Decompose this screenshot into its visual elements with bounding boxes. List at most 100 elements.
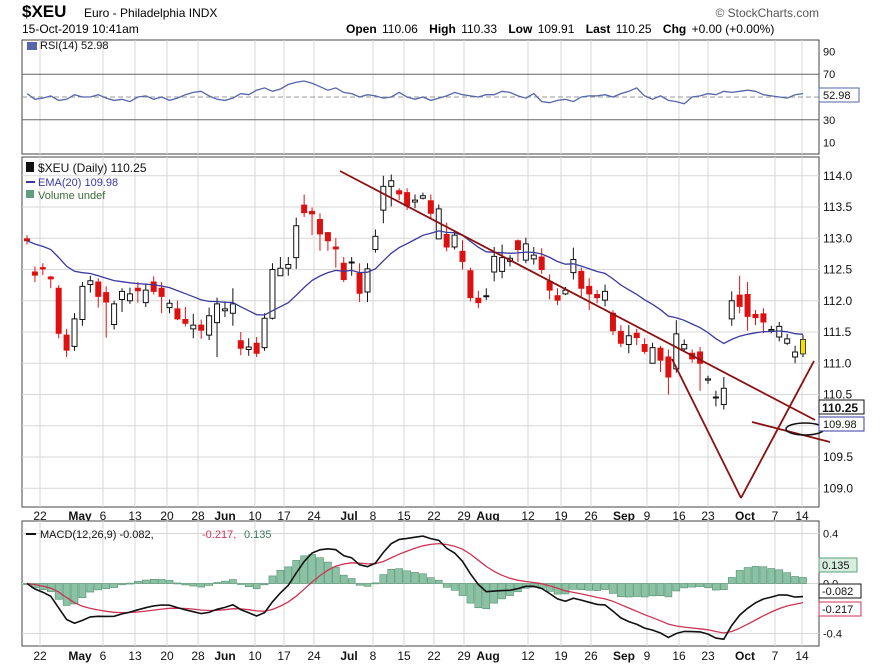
last-price-label: 110.25 <box>822 401 858 415</box>
macd-histogram-bar <box>419 573 427 584</box>
macd-histogram-bar <box>284 566 293 584</box>
macd-x-tick-label: 29 <box>457 649 471 663</box>
high-label: High <box>429 22 456 36</box>
macd-histogram-bar <box>102 583 110 589</box>
candle-body <box>47 276 54 280</box>
macd-legend-hist: 0.135 <box>244 529 272 541</box>
macd-histogram-bar <box>656 583 665 597</box>
price-x-tick-label: 16 <box>672 509 686 523</box>
macd-histogram-bar <box>62 583 71 606</box>
rsi-legend-swatch <box>27 42 37 50</box>
rsi-legend: RSI(14) 52.98 <box>40 40 108 52</box>
candle-body <box>665 356 672 378</box>
candle-body <box>245 346 252 350</box>
macd-histogram-bar <box>118 583 126 586</box>
macd-histogram-bar <box>411 572 419 584</box>
macd-histogram-bar <box>252 583 261 589</box>
macd-histogram-bar <box>260 583 269 586</box>
macd-histogram-bar <box>324 561 332 584</box>
rsi-y-tick-label: 90 <box>823 46 835 58</box>
chg-value: +0.00 (+0.00%) <box>691 22 775 36</box>
macd-histogram-bar <box>585 583 594 591</box>
candle-body <box>388 180 395 187</box>
macd-histogram-bar <box>529 583 538 588</box>
candle-body <box>103 292 110 303</box>
macd-x-tick-label: 23 <box>701 649 715 663</box>
macd-hist-label-box <box>818 557 858 573</box>
price-y-tick-label: 113.0 <box>823 231 852 245</box>
macd-histogram-bar <box>688 583 696 588</box>
candle-body <box>277 267 284 277</box>
candle-body <box>166 302 173 309</box>
candle-body <box>451 234 458 248</box>
price-x-tick-label: 20 <box>160 509 174 523</box>
price-x-tick-label: 10 <box>248 509 262 523</box>
candle-body <box>24 238 30 242</box>
candle-body <box>594 294 601 299</box>
macd-histogram-bar <box>229 579 237 584</box>
macd-x-tick-label: 22 <box>33 649 47 663</box>
trendline-lower <box>751 421 831 443</box>
macd-x-tick-label: Aug <box>476 649 499 663</box>
price-x-tick-label: 19 <box>554 509 568 523</box>
macd-x-tick-label: 28 <box>191 649 205 663</box>
price-x-tick-label: 9 <box>644 509 651 523</box>
rsi-y-tick-label: 30 <box>823 115 835 127</box>
candle-body <box>760 313 767 323</box>
macd-histogram-bar <box>672 583 681 592</box>
macd-x-tick-label: 12 <box>521 649 535 663</box>
macd-histogram-bar <box>601 583 609 590</box>
candle-body <box>253 342 260 354</box>
macd-histogram-bar <box>395 568 403 584</box>
price-x-tick-label: 17 <box>277 509 291 523</box>
candle-body <box>554 295 561 301</box>
macd-x-tick-label: 13 <box>128 649 142 663</box>
candle-body <box>372 235 379 250</box>
macd-histogram-bar <box>78 583 87 598</box>
price-x-tick-label: 8 <box>370 509 377 523</box>
macd-value-label: -0.082 <box>822 586 853 598</box>
candle-body <box>301 204 308 214</box>
macd-x-tick-label: 17 <box>277 649 291 663</box>
candle-body <box>404 192 411 207</box>
price-x-tick-label: 15 <box>397 509 411 523</box>
macd-histogram-bar <box>221 580 229 584</box>
candle-body <box>459 250 466 262</box>
candle-body <box>491 255 498 273</box>
macd-histogram-bar <box>775 569 784 584</box>
candle-body <box>356 272 363 294</box>
macd-histogram-bar <box>624 583 633 598</box>
macd-x-tick-label: 19 <box>554 649 568 663</box>
candle-body <box>396 190 403 195</box>
candle-body <box>190 324 197 330</box>
candle-body <box>625 335 632 345</box>
price-x-tick-label: 6 <box>100 509 107 523</box>
price-x-tick-label: Oct <box>735 509 755 523</box>
candle-body <box>649 347 656 364</box>
macd-histogram-bar <box>197 583 206 588</box>
price-x-tick-label: 28 <box>191 509 205 523</box>
macd-histogram-bar <box>735 570 744 584</box>
macd-x-tick-label: Oct <box>735 649 755 663</box>
brand-label[interactable]: © StockCharts.com <box>715 6 819 20</box>
ema-line <box>26 230 804 345</box>
price-x-tick-label: 23 <box>701 509 715 523</box>
macd-x-tick-label: 15 <box>397 649 411 663</box>
price-x-tick-label: 13 <box>128 509 142 523</box>
last-value: 110.25 <box>615 22 652 36</box>
macd-histogram-bar <box>332 566 340 584</box>
price-x-tick-label: 22 <box>427 509 441 523</box>
candle-body <box>800 339 806 355</box>
candle-body <box>237 340 244 349</box>
candle-body <box>158 287 165 297</box>
macd-histogram-bar <box>427 577 435 584</box>
candle-body <box>293 225 300 259</box>
macd-histogram-bar <box>648 583 657 597</box>
price-x-tick-label: Jul <box>340 509 357 523</box>
macd-histogram-bar <box>696 583 704 587</box>
low-label: Low <box>508 22 533 36</box>
macd-histogram-bar <box>347 578 356 584</box>
candle-body <box>792 351 799 358</box>
candle-body <box>641 344 648 352</box>
